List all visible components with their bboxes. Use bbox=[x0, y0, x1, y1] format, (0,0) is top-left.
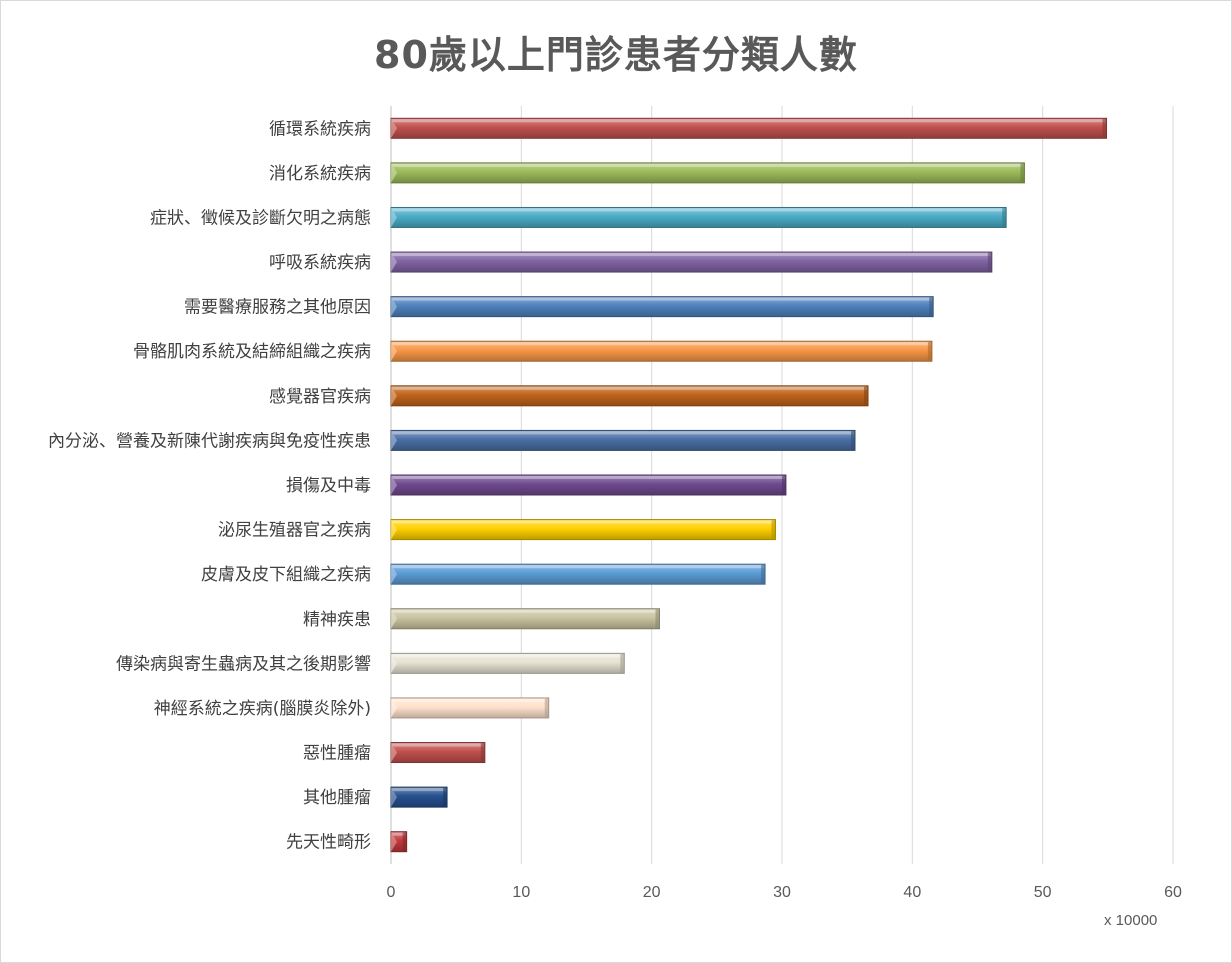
bar bbox=[390, 519, 776, 541]
x-tick-label: 40 bbox=[903, 884, 921, 901]
bar bbox=[390, 385, 869, 407]
category-label: 症狀、徵候及診斷欠明之病態 bbox=[150, 208, 371, 228]
bar bbox=[390, 608, 660, 630]
bar bbox=[390, 251, 993, 273]
bar bbox=[390, 429, 856, 451]
bar bbox=[390, 786, 448, 808]
bar bbox=[390, 742, 486, 764]
bar bbox=[390, 117, 1108, 139]
x-axis-unit: x 10000 bbox=[1104, 912, 1158, 929]
x-tick-label: 60 bbox=[1164, 884, 1182, 901]
chart-title: 80歲以上門診患者分類人數 bbox=[374, 33, 858, 77]
x-tick-label: 30 bbox=[773, 884, 791, 901]
bar bbox=[390, 296, 934, 318]
bar bbox=[390, 697, 550, 719]
x-tick-label: 0 bbox=[387, 884, 396, 901]
category-label: 其他腫瘤 bbox=[303, 788, 371, 808]
bar bbox=[390, 563, 766, 585]
category-label: 循環系統疾病 bbox=[269, 119, 371, 139]
category-label: 消化系統疾病 bbox=[269, 164, 371, 184]
category-label: 皮膚及皮下組織之疾病 bbox=[201, 565, 371, 585]
bar bbox=[390, 652, 625, 674]
x-tick-label: 10 bbox=[512, 884, 530, 901]
category-label: 傳染病與寄生蟲病及其之後期影響 bbox=[116, 654, 371, 674]
category-label: 感覺器官疾病 bbox=[269, 387, 371, 407]
bar bbox=[390, 162, 1025, 184]
x-tick-label: 50 bbox=[1034, 884, 1052, 901]
category-label: 精神疾患 bbox=[303, 610, 371, 630]
bar bbox=[390, 474, 787, 496]
category-label: 泌尿生殖器官之疾病 bbox=[218, 521, 371, 541]
x-tick-label: 20 bbox=[643, 884, 661, 901]
category-label: 需要醫療服務之其他原因 bbox=[184, 298, 371, 318]
category-label: 神經系統之疾病(腦膜炎除外) bbox=[154, 699, 371, 719]
category-label: 先天性畸形 bbox=[286, 833, 371, 853]
bar bbox=[390, 831, 408, 853]
category-label: 內分泌、營養及新陳代謝疾病與免疫性疾患 bbox=[48, 431, 371, 451]
category-label: 損傷及中毒 bbox=[286, 476, 371, 496]
bar bbox=[390, 340, 933, 362]
category-label: 骨骼肌肉系統及結締組織之疾病 bbox=[133, 342, 371, 362]
category-label: 惡性腫瘤 bbox=[303, 744, 371, 764]
category-label: 呼吸系統疾病 bbox=[269, 253, 371, 273]
bar bbox=[390, 206, 1007, 228]
